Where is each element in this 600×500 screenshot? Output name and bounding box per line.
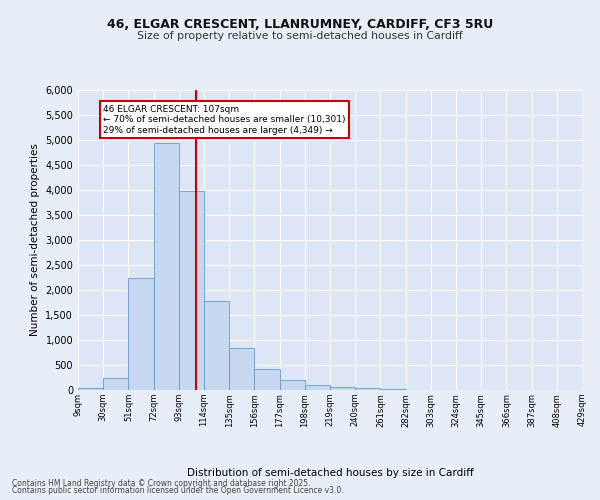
Bar	[128, 278, 154, 390]
Text: 46 ELGAR CRESCENT: 107sqm
← 70% of semi-detached houses are smaller (10,301)
29%: 46 ELGAR CRESCENT: 107sqm ← 70% of semi-…	[103, 105, 346, 135]
Bar	[355, 388, 380, 390]
Text: Contains HM Land Registry data © Crown copyright and database right 2025.: Contains HM Land Registry data © Crown c…	[12, 478, 311, 488]
Text: 46, ELGAR CRESCENT, LLANRUMNEY, CARDIFF, CF3 5RU: 46, ELGAR CRESCENT, LLANRUMNEY, CARDIFF,…	[107, 18, 493, 30]
Bar	[280, 380, 305, 390]
Bar	[103, 378, 128, 390]
Bar	[254, 369, 280, 390]
Bar	[229, 348, 254, 390]
Bar	[204, 301, 229, 390]
Bar	[179, 191, 204, 390]
Bar	[380, 389, 406, 390]
Bar	[305, 385, 330, 390]
Text: Size of property relative to semi-detached houses in Cardiff: Size of property relative to semi-detach…	[137, 31, 463, 41]
Text: Contains public sector information licensed under the Open Government Licence v3: Contains public sector information licen…	[12, 486, 344, 495]
Y-axis label: Number of semi-detached properties: Number of semi-detached properties	[30, 144, 40, 336]
X-axis label: Distribution of semi-detached houses by size in Cardiff: Distribution of semi-detached houses by …	[187, 468, 473, 478]
Bar	[154, 142, 179, 390]
Bar	[330, 387, 355, 390]
Bar	[78, 388, 103, 390]
